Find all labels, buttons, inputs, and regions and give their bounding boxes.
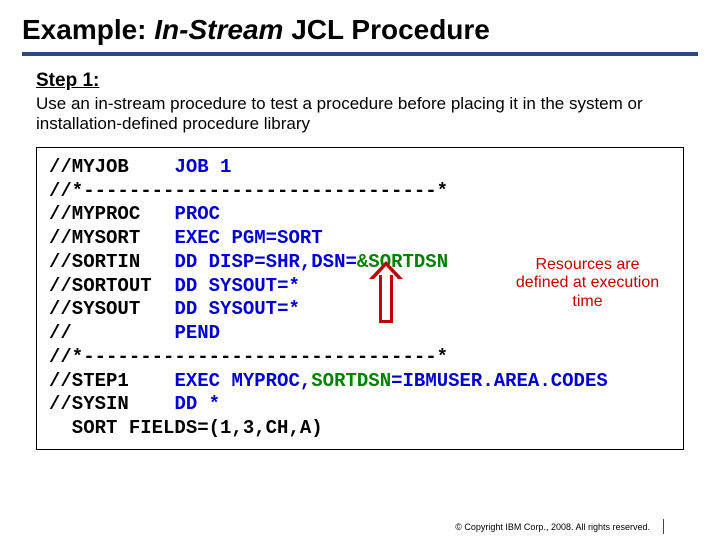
copyright: © Copyright IBM Corp., 2008. All rights …: [455, 522, 650, 532]
page-title: Example: In-Stream JCL Procedure: [22, 14, 698, 46]
title-em: In-Stream: [154, 14, 283, 45]
step-description: Use an in-stream procedure to test a pro…: [36, 94, 688, 135]
arrow-up-icon: [369, 261, 403, 323]
title-post: JCL Procedure: [283, 14, 489, 45]
footer-tick: [663, 519, 664, 534]
callout-text: Resources are defined at execution time: [510, 256, 665, 311]
code-block: //MYJOB JOB 1 //*-----------------------…: [36, 147, 684, 450]
title-rule: [22, 52, 698, 56]
step-heading: Step 1:: [36, 70, 698, 92]
title-pre: Example:: [22, 14, 154, 45]
